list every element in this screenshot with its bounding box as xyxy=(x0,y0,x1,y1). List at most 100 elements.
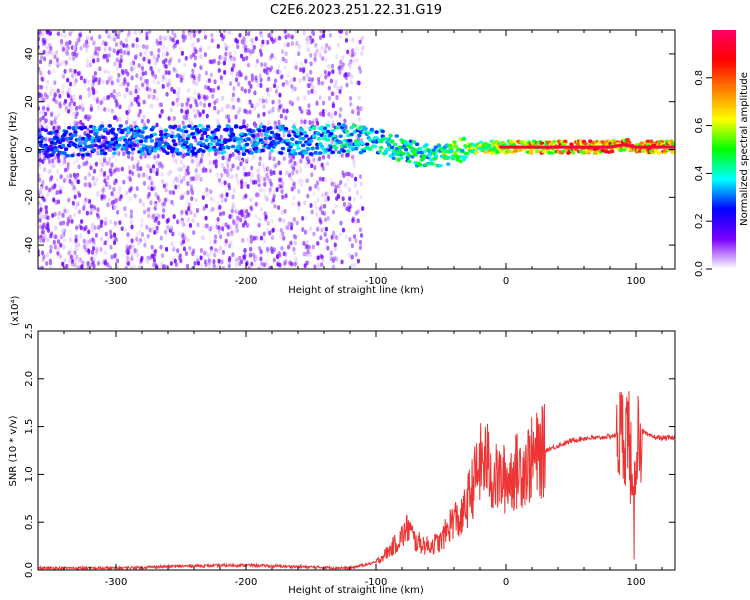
heatmap-noise-cell xyxy=(169,261,173,266)
heatmap-band-cell xyxy=(396,152,401,157)
heatmap-noise-cell xyxy=(63,33,67,39)
heatmap-noise-cell xyxy=(243,108,247,114)
heatmap-noise-cell xyxy=(150,103,154,109)
heatmap-noise-cell xyxy=(144,70,148,76)
heatmap-noise-cell xyxy=(88,114,92,120)
heatmap-noise-cell xyxy=(223,70,227,75)
heatmap-noise-cell xyxy=(94,46,98,52)
heatmap-noise-cell xyxy=(315,179,319,185)
heatmap-noise-cell xyxy=(212,58,216,64)
heatmap-noise-cell xyxy=(41,180,45,186)
heatmap-noise-cell xyxy=(57,125,62,131)
heatmap-band-cell xyxy=(358,150,364,155)
heatmap-noise-cell xyxy=(46,221,50,227)
heatmap-noise-cell xyxy=(132,164,136,170)
heatmap-noise-cell xyxy=(127,104,131,110)
heatmap-noise-cell xyxy=(160,178,165,184)
heatmap-noise-cell xyxy=(287,130,291,135)
heatmap-band-cell xyxy=(226,124,231,129)
heatmap-noise-cell xyxy=(87,248,91,254)
heatmap-noise-cell xyxy=(199,54,203,59)
heatmap-noise-cell xyxy=(157,48,161,53)
heatmap-noise-cell xyxy=(219,134,223,140)
heatmap-band-cell xyxy=(82,125,88,130)
heatmap-noise-cell xyxy=(63,68,67,74)
heatmap-noise-cell xyxy=(126,50,131,56)
heatmap-noise-cell xyxy=(251,41,255,47)
heatmap-noise-cell xyxy=(41,257,45,263)
heatmap-noise-cell xyxy=(359,232,364,238)
heatmap-noise-cell xyxy=(123,93,127,99)
heatmap-noise-cell xyxy=(259,132,264,137)
heatmap-noise-cell xyxy=(327,111,331,117)
heatmap-band-cell xyxy=(152,148,158,153)
heatmap-noise-cell xyxy=(316,197,320,203)
heatmap-noise-cell xyxy=(105,95,109,101)
heatmap-noise-cell xyxy=(61,212,65,218)
colorbar-bar xyxy=(712,30,736,269)
heatmap-band-cell xyxy=(308,152,314,156)
heatmap-noise-cell xyxy=(324,197,328,203)
heatmap-noise-cell xyxy=(72,184,76,190)
heatmap-band-cell xyxy=(185,152,190,156)
heatmap-noise-cell xyxy=(214,234,218,240)
heatmap-band-cell xyxy=(49,147,55,152)
heatmap-noise-cell xyxy=(73,81,77,87)
heatmap-noise-cell xyxy=(130,171,135,176)
heatmap-band-cell xyxy=(88,144,94,148)
heatmap-noise-cell xyxy=(38,59,43,65)
heatmap-noise-cell xyxy=(41,159,45,165)
heatmap-noise-cell xyxy=(111,30,116,34)
heatmap-noise-cell xyxy=(294,61,299,66)
heatmap-noise-cell xyxy=(191,68,195,74)
heatmap-noise-cell xyxy=(247,171,251,177)
heatmap-noise-cell xyxy=(127,257,131,262)
heatmap-noise-cell xyxy=(91,208,95,213)
heatmap-noise-cell xyxy=(207,78,212,83)
heatmap-noise-cell xyxy=(149,200,153,206)
heatmap-noise-cell xyxy=(165,91,169,97)
heatmap-noise-cell xyxy=(235,215,240,221)
heatmap-band-cell xyxy=(290,142,295,147)
heatmap-noise-cell xyxy=(156,195,160,200)
heatmap-noise-cell xyxy=(46,30,50,33)
heatmap-band-cell xyxy=(241,146,247,151)
heatmap-band-cell xyxy=(639,141,644,146)
heatmap-noise-cell xyxy=(66,45,70,51)
heatmap-band-cell xyxy=(597,140,602,144)
heatmap-noise-cell xyxy=(136,162,140,168)
heatmap-noise-cell xyxy=(247,265,251,269)
heatmap-noise-cell xyxy=(307,90,312,95)
heatmap-noise-cell xyxy=(180,192,184,198)
heatmap-noise-cell xyxy=(231,152,235,157)
heatmap-noise-cell xyxy=(44,185,49,191)
heatmap-band-cell xyxy=(38,129,41,133)
heatmap-band-cell xyxy=(146,145,151,150)
heatmap-noise-cell xyxy=(351,37,355,43)
heatmap-noise-cell xyxy=(134,88,138,94)
heatmap-noise-cell xyxy=(273,120,277,126)
heatmap-noise-cell xyxy=(341,196,345,202)
heatmap-noise-cell xyxy=(212,159,216,165)
heatmap-band-cell xyxy=(126,126,131,130)
heatmap-noise-cell xyxy=(264,39,268,45)
heatmap-band-cell xyxy=(301,143,306,148)
heatmap-noise-cell xyxy=(291,179,295,184)
heatmap-noise-cell xyxy=(341,227,346,233)
heatmap-noise-cell xyxy=(49,248,53,254)
heatmap-noise-cell xyxy=(270,53,274,58)
heatmap-noise-cell xyxy=(189,177,193,182)
heatmap-noise-cell xyxy=(164,64,168,70)
heatmap-band-cell xyxy=(109,140,114,144)
heatmap-noise-cell xyxy=(134,53,138,59)
heatmap-band-cell xyxy=(67,126,72,130)
heatmap-noise-cell xyxy=(218,204,222,210)
heatmap-noise-cell xyxy=(78,104,82,110)
heatmap-noise-cell xyxy=(126,82,130,87)
heatmap-noise-cell xyxy=(169,36,173,41)
heatmap-band-cell xyxy=(188,143,194,147)
heatmap-noise-cell xyxy=(137,102,141,107)
heatmap-noise-cell xyxy=(125,87,129,93)
heatmap-noise-cell xyxy=(193,90,197,96)
heatmap-noise-cell xyxy=(189,35,193,41)
